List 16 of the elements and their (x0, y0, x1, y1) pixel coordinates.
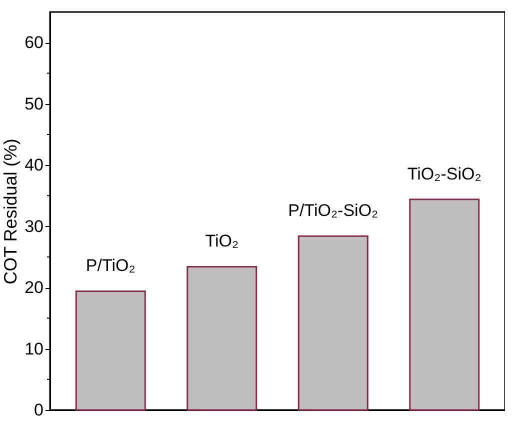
bar (409, 198, 480, 411)
y-tick-label: 50 (24, 94, 44, 114)
y-axis-title: COT Residual (%) (0, 138, 21, 284)
y-tick-label: 40 (24, 156, 44, 175)
x-tick-label: P/TiO₂-SiO₂ (288, 201, 378, 220)
y-tick-label: 60 (24, 33, 44, 52)
y-tick-label: 10 (24, 339, 44, 358)
x-tick-label: TiO₂-SiO₂ (407, 164, 482, 184)
y-tick-label: 30 (24, 216, 44, 236)
x-tick-label: P/TiO₂ (86, 256, 136, 276)
bar (75, 290, 146, 411)
y-tick-label: 20 (24, 278, 44, 298)
bar (186, 266, 258, 411)
x-tick-label: TiO₂ (205, 232, 239, 251)
bar (298, 235, 368, 411)
y-tick-label: 0 (34, 400, 44, 420)
